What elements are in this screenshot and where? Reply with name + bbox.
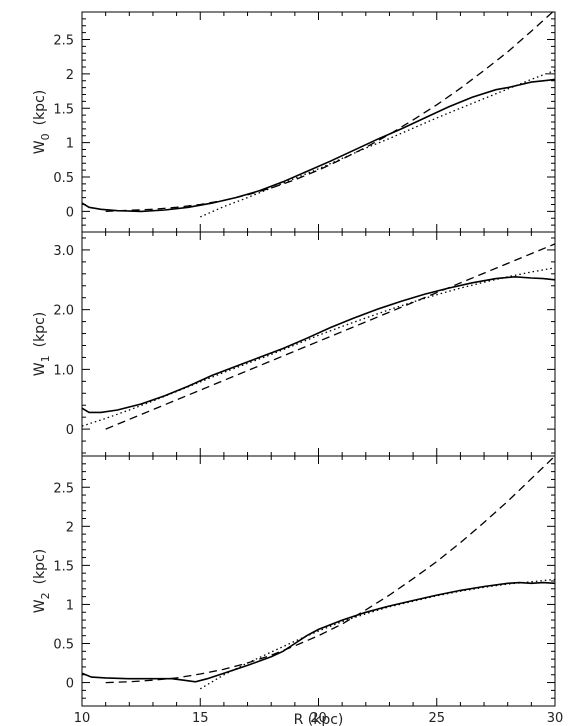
series-line-dashed [105,243,555,430]
series-line-solid [82,275,555,414]
x-tick-label: 15 [192,711,209,726]
y-axis-label-subscript: 1 [39,355,52,362]
series-line-dashed [105,456,555,684]
series-line-solid [82,581,555,683]
y-tick-label: 3.0 [53,244,74,259]
y-tick-label: 1.0 [53,363,74,378]
y-tick-label: 0 [66,205,74,220]
y-tick-label: 2 [66,520,74,535]
x-tick-label: 10 [74,711,91,726]
series-line-dashed [105,12,554,213]
plot-frame [81,455,556,707]
plot-frame [81,11,556,233]
x-tick-label: 20 [310,711,327,726]
panel-bottom: 00.511.522.510 15 20 25 30R (kpc)W2(kpc) [32,455,564,726]
y-axis-label-unit: (kpc) [32,90,48,126]
y-tick-label: 2.0 [53,304,74,319]
y-tick-label: 2.5 [53,481,74,496]
y-axis-label-unit: (kpc) [32,312,48,348]
y-tick-label: 0 [66,423,74,438]
y-axis-label-main: W [32,362,48,376]
series-line-dotted [200,69,555,218]
series-line-solid [82,78,555,213]
y-axis-label-main: W [32,599,48,613]
y-axis-label-subscript: 2 [39,592,52,599]
y-tick-label: 1 [66,598,74,613]
panel-middle: 0 1.0 2.0 3.0 W1 (kpc) [32,231,556,457]
y-axis-label-unit: (kpc) [32,549,48,585]
x-tick-label: 25 [428,711,445,726]
series-line-dotted [199,578,555,690]
y-axis-label: W1 (kpc) [32,312,52,376]
panels: 00.511.522.5W0(kpc)01.02.03.0W1(kpc)00.5… [32,11,564,726]
y-axis-label: W2 (kpc) [32,549,52,613]
y-axis-label-main: W [32,140,48,154]
y-tick-label: 1.5 [53,102,74,117]
y-tick-label: 2.5 [53,34,74,49]
y-tick-label: 0 [66,677,74,692]
y-tick-label: 1.5 [53,559,74,574]
y-tick-label: 2 [66,68,74,83]
x-tick-label: 30 [547,711,564,726]
x-axis-label: R (kpc) [294,712,344,726]
y-tick-label: 1 [66,137,74,152]
y-axis-label: W0 (kpc) [32,90,52,154]
panel-top: 00.511.522.5W0(kpc) [32,11,556,233]
y-tick-label: 0.5 [53,638,74,653]
y-axis-label-subscript: 0 [39,133,52,140]
y-tick-label: 0.5 [53,171,74,186]
series-line-dotted [82,267,555,427]
plot-frame [81,231,556,457]
